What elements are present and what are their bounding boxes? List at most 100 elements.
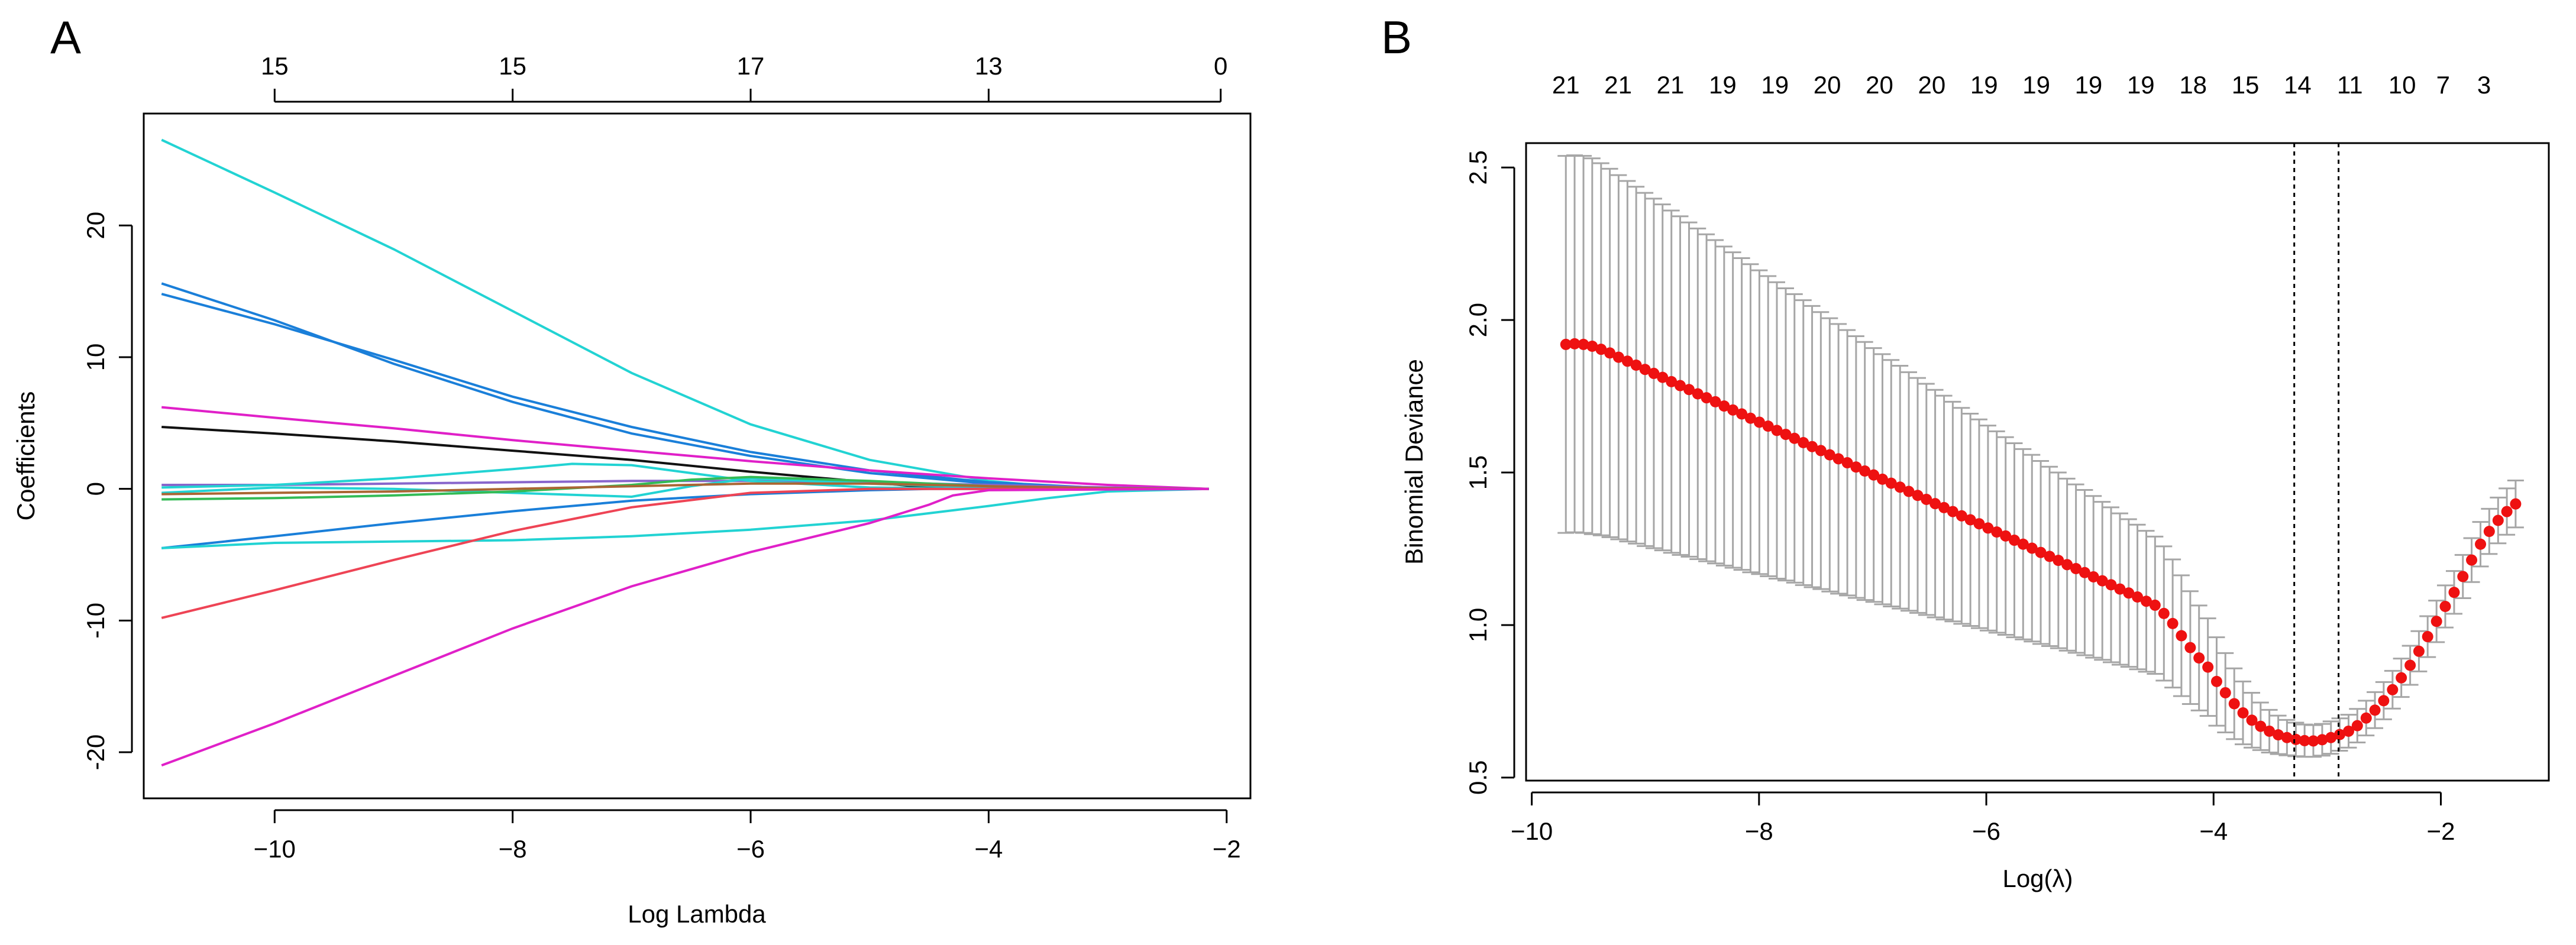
panel-b-top-tick-label: 19 (2075, 71, 2103, 99)
deviance-point (2501, 506, 2513, 517)
panel-b-x-tick-label: −4 (2199, 817, 2228, 845)
deviance-point (2184, 642, 2196, 653)
deviance-point (2510, 498, 2522, 510)
panel-a-top-axis: 15 15 17 13 0 (261, 52, 1227, 103)
deviance-point (2404, 659, 2416, 671)
deviance-point (1982, 522, 1994, 534)
panel-b-top-tick-label: 20 (1918, 71, 1945, 99)
panel-b-x-label: Log(λ) (2002, 865, 2073, 892)
coef-path-s13 (161, 487, 1209, 619)
deviance-point (2299, 734, 2310, 746)
deviance-point (2158, 607, 2170, 619)
deviance-point (2000, 530, 2012, 542)
deviance-point (1718, 400, 1730, 412)
coef-path-s14 (161, 487, 1209, 767)
panel-b-top-tick-label: 19 (1970, 71, 1998, 99)
deviance-point (2422, 631, 2433, 643)
deviance-point (1771, 425, 1783, 436)
deviance-point (2193, 652, 2205, 664)
panel-a-y-label: Coefficients (12, 391, 40, 521)
panel-b-top-tick-label: 3 (2477, 71, 2491, 99)
deviance-point (2026, 542, 2038, 554)
deviance-point (1744, 412, 1756, 424)
deviance-point (2369, 704, 2381, 716)
deviance-point (2360, 712, 2372, 724)
deviance-point (2290, 733, 2302, 745)
panel-a-plot-frame (143, 112, 1252, 800)
panel-a-y-tick-label: -10 (82, 603, 109, 639)
panel-b-top-tick-label: 10 (2388, 71, 2416, 99)
panel-a-top-tick-label: 15 (499, 52, 526, 80)
panel-a-x-tick-label: −8 (499, 835, 527, 863)
panel-a-top-tick-label: 17 (737, 52, 765, 80)
coef-path-s3 (161, 293, 1209, 490)
deviance-point (1578, 338, 1589, 350)
panel-b-x-tick-label: −2 (2427, 817, 2455, 845)
deviance-point (1657, 371, 1669, 383)
deviance-point (2053, 555, 2064, 567)
panel-b-top-tick-label: 19 (2022, 71, 2050, 99)
deviance-point (1762, 420, 1774, 432)
deviance-point (2396, 672, 2407, 684)
deviance-point (1859, 465, 1871, 477)
deviance-point (1841, 457, 1853, 469)
deviance-point (1736, 408, 1748, 420)
deviance-point (2044, 551, 2055, 562)
deviance-point (1956, 510, 1967, 522)
deviance-point (2141, 596, 2152, 607)
deviance-point (2448, 587, 2460, 598)
panel-b-x-tick-label: −6 (1972, 817, 2000, 845)
coef-path-s4 (161, 406, 1209, 490)
deviance-point (1569, 338, 1580, 349)
deviance-point (2061, 559, 2073, 571)
deviance-point (1789, 432, 1801, 444)
deviance-point (1612, 351, 1624, 363)
panel-b-y-axis: 0.5 1.0 1.5 2.0 2.5 (1464, 150, 1515, 795)
deviance-point (1621, 355, 1633, 367)
deviance-point (2316, 734, 2328, 746)
deviance-point (2378, 695, 2390, 707)
coef-path-s2 (161, 282, 1209, 490)
deviance-point (2132, 591, 2144, 603)
deviance-point (1798, 437, 1809, 449)
deviance-point (1586, 341, 1598, 352)
deviance-point (2123, 587, 2135, 599)
deviance-point (2439, 600, 2451, 612)
deviance-point (1903, 486, 1915, 497)
deviance-point (2430, 616, 2442, 627)
panel-b-y-tick-label: 2.0 (1464, 303, 1492, 337)
panel-a-y-tick-label: 10 (82, 344, 109, 371)
panel-a-top-tick-label: 0 (1214, 52, 1227, 80)
deviance-point (1806, 441, 1818, 452)
deviance-point (1604, 347, 1616, 359)
panel-b-top-tick-label: 20 (1866, 71, 1893, 99)
panel-a: A −10 −8 −6 −4 −2 -20 -10 0 10 20 15 15 17 13 0 Log … (12, 11, 1252, 928)
deviance-point (2387, 684, 2399, 695)
deviance-point (2492, 514, 2504, 526)
deviance-point (1912, 490, 1924, 501)
deviance-point (2176, 630, 2187, 642)
deviance-point (1701, 392, 1712, 404)
deviance-point (1595, 344, 1607, 355)
panel-b-top-tick-label: 19 (1709, 71, 1737, 99)
panel-b-x-axis: −10 −8 −6 −4 −2 (1511, 791, 2455, 845)
deviance-point (2228, 698, 2240, 710)
panel-a-y-tick-label: 0 (82, 482, 109, 496)
panel-b-x-tick-label: −8 (1745, 817, 1773, 845)
deviance-point (2237, 707, 2249, 719)
deviance-point (1850, 461, 1862, 473)
deviance-point (1938, 501, 1950, 513)
coef-path-s10 (161, 482, 1209, 496)
deviance-point (2457, 571, 2469, 582)
deviance-point (1824, 449, 1835, 461)
deviance-point (2483, 526, 2495, 538)
panel-b-top-tick-label: 21 (1604, 71, 1632, 99)
deviance-point (2167, 617, 2179, 629)
deviance-point (1675, 380, 1686, 391)
deviance-point (2017, 538, 2029, 550)
panel-b-top-tick-label: 19 (2127, 71, 2155, 99)
panel-b-top-axis: 21 21 21 19 19 20 20 20 19 19 19 19 18 15 14 11 10 7 3 (1552, 71, 2491, 99)
panel-b-y-tick-label: 1.0 (1464, 608, 1492, 642)
deviance-point (1894, 481, 1906, 493)
deviance-point (2307, 735, 2319, 747)
